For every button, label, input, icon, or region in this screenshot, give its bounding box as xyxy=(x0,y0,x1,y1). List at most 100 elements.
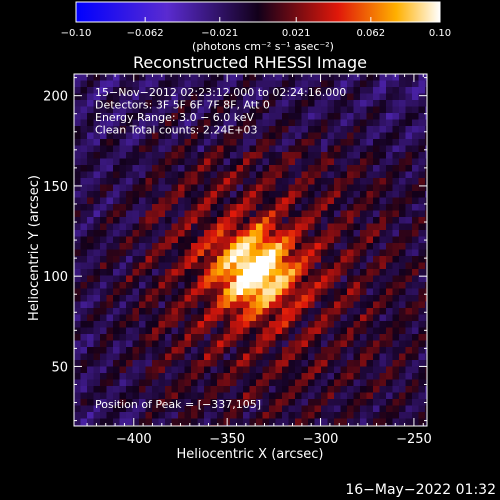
heatmap-cell xyxy=(366,126,374,134)
heatmap-cell xyxy=(197,74,205,82)
heatmap-cell xyxy=(418,204,426,212)
heatmap-cell xyxy=(379,100,387,108)
colorbar-unit-label: (photons cm⁻² s⁻¹ asec⁻²) xyxy=(192,40,334,53)
heatmap-cell xyxy=(171,87,179,95)
heatmap-cell xyxy=(347,139,355,147)
heatmap-cell xyxy=(321,106,329,114)
heatmap-cell xyxy=(405,210,413,218)
heatmap-cell xyxy=(87,80,95,88)
heatmap-cell xyxy=(327,145,335,153)
heatmap-cell xyxy=(132,106,140,114)
heatmap-cell xyxy=(288,119,296,127)
heatmap-cell xyxy=(256,392,264,400)
heatmap-cell xyxy=(275,217,283,225)
heatmap-cell xyxy=(93,158,101,166)
heatmap-cell xyxy=(210,353,218,361)
heatmap-cell xyxy=(425,132,427,140)
heatmap-cell xyxy=(366,119,374,127)
heatmap-cell xyxy=(236,282,244,290)
heatmap-cell xyxy=(178,178,186,186)
heatmap-cell xyxy=(210,184,218,192)
heatmap-cell xyxy=(418,256,426,264)
heatmap-cell xyxy=(126,236,134,244)
heatmap-cell xyxy=(243,80,251,88)
heatmap-cell xyxy=(165,327,173,335)
heatmap-cell xyxy=(340,269,348,277)
heatmap-cell xyxy=(152,249,160,257)
heatmap-cell xyxy=(379,353,387,361)
heatmap-cell xyxy=(379,87,387,95)
heatmap-cell xyxy=(405,269,413,277)
heatmap-cell xyxy=(106,197,114,205)
heatmap-cell xyxy=(425,256,427,264)
heatmap-cell xyxy=(399,347,407,355)
heatmap-cell xyxy=(288,314,296,322)
heatmap-cell xyxy=(223,399,231,407)
heatmap-cell xyxy=(321,184,329,192)
heatmap-cell xyxy=(249,386,257,394)
heatmap-cell xyxy=(100,399,108,407)
heatmap-cell xyxy=(87,418,95,426)
heatmap-cell xyxy=(327,191,335,199)
heatmap-cell xyxy=(236,418,244,426)
heatmap-cell xyxy=(223,327,231,335)
heatmap-cell xyxy=(321,126,329,134)
heatmap-cell xyxy=(139,165,147,173)
heatmap-cell xyxy=(80,132,88,140)
heatmap-cell xyxy=(197,87,205,95)
heatmap-cell xyxy=(223,236,231,244)
heatmap-cell xyxy=(236,373,244,381)
heatmap-cell xyxy=(165,249,173,257)
heatmap-cell xyxy=(106,386,114,394)
heatmap-cell xyxy=(100,132,108,140)
heatmap-cell xyxy=(314,171,322,179)
heatmap-cell xyxy=(217,399,225,407)
heatmap-cell xyxy=(282,126,290,134)
heatmap-cell xyxy=(256,80,264,88)
heatmap-cell xyxy=(139,340,147,348)
heatmap-cell xyxy=(321,152,329,160)
heatmap-cell xyxy=(139,392,147,400)
heatmap-cell xyxy=(412,165,420,173)
heatmap-cell xyxy=(262,295,270,303)
heatmap-cell xyxy=(282,113,290,121)
heatmap-cell xyxy=(353,119,361,127)
heatmap-cell xyxy=(321,217,329,225)
heatmap-cell xyxy=(204,113,212,121)
heatmap-cell xyxy=(93,347,101,355)
heatmap-cell xyxy=(308,379,316,387)
heatmap-cell xyxy=(269,126,277,134)
heatmap-cell xyxy=(165,152,173,160)
heatmap-cell xyxy=(256,236,264,244)
heatmap-cell xyxy=(93,178,101,186)
heatmap-cell xyxy=(366,308,374,316)
heatmap-cell xyxy=(327,379,335,387)
heatmap-cell xyxy=(340,288,348,296)
heatmap-cell xyxy=(366,158,374,166)
heatmap-cell xyxy=(184,249,192,257)
heatmap-cell xyxy=(119,152,127,160)
heatmap-cell xyxy=(145,223,153,231)
heatmap-cell xyxy=(119,412,127,420)
heatmap-cell xyxy=(373,197,381,205)
heatmap-cell xyxy=(256,139,264,147)
heatmap-cell xyxy=(152,158,160,166)
heatmap-cell xyxy=(236,347,244,355)
heatmap-cell xyxy=(158,145,166,153)
heatmap-cell xyxy=(210,80,218,88)
heatmap-cell xyxy=(145,158,153,166)
heatmap-cell xyxy=(412,93,420,101)
heatmap-cell xyxy=(392,152,400,160)
heatmap-cell xyxy=(126,158,134,166)
heatmap-cell xyxy=(314,113,322,121)
heatmap-cell xyxy=(243,165,251,173)
heatmap-cell xyxy=(327,126,335,134)
heatmap-cell xyxy=(197,100,205,108)
heatmap-cell xyxy=(100,275,108,283)
heatmap-cell xyxy=(139,87,147,95)
heatmap-cell xyxy=(425,158,427,166)
heatmap-cell xyxy=(327,158,335,166)
heatmap-cell xyxy=(262,269,270,277)
heatmap-cell xyxy=(379,314,387,322)
heatmap-cell xyxy=(308,87,316,95)
